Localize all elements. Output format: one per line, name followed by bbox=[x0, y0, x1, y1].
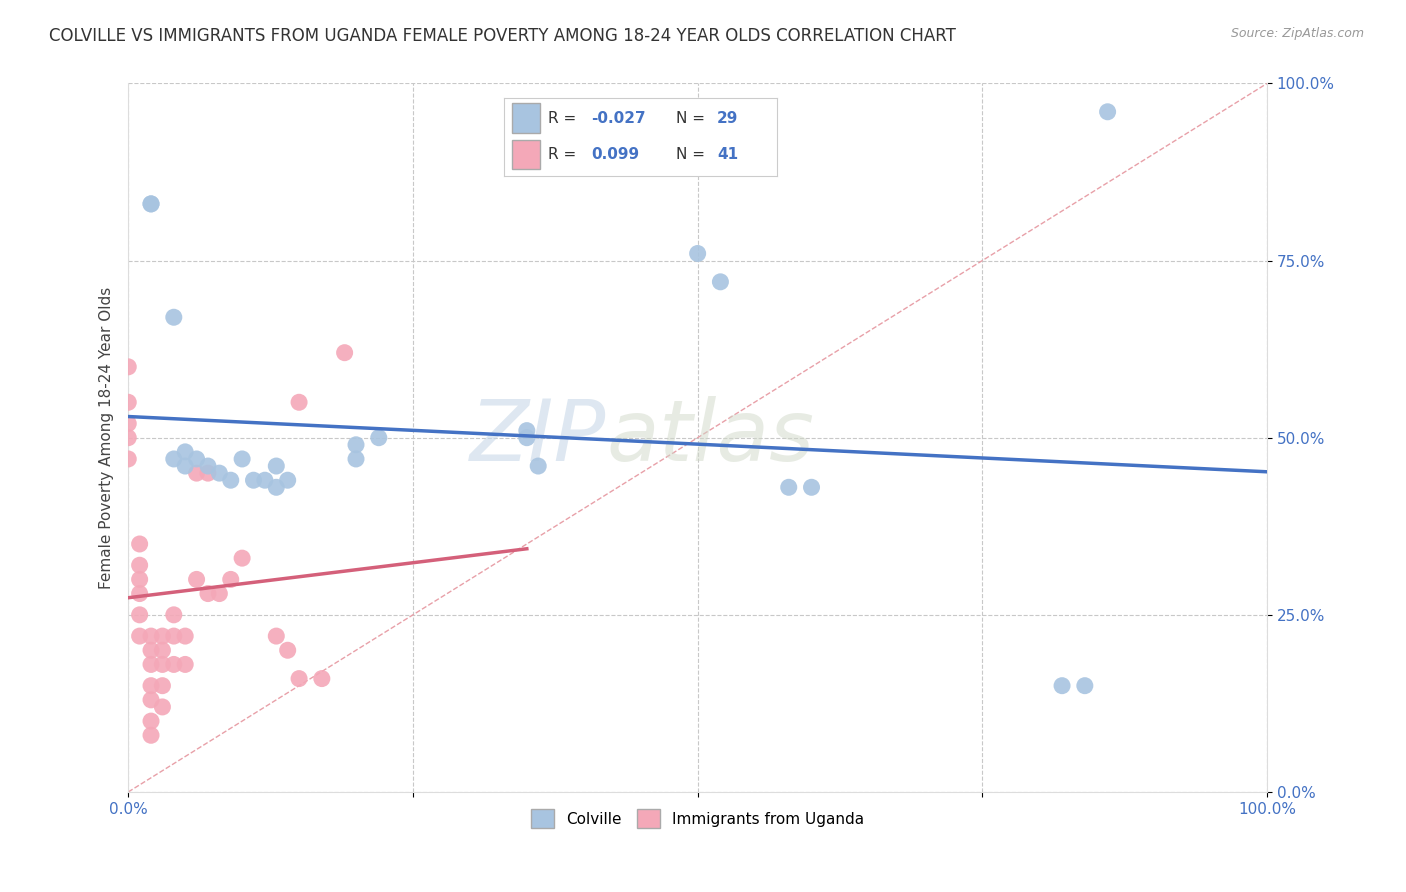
Point bbox=[174, 629, 197, 643]
Point bbox=[266, 458, 288, 473]
Point bbox=[266, 480, 288, 494]
Point bbox=[128, 607, 150, 622]
Point bbox=[333, 345, 356, 359]
Point bbox=[800, 480, 823, 494]
Point bbox=[197, 586, 219, 600]
Point bbox=[686, 246, 709, 260]
Point bbox=[152, 643, 174, 657]
Point bbox=[128, 586, 150, 600]
Point bbox=[139, 197, 162, 211]
Point bbox=[231, 551, 253, 566]
Text: COLVILLE VS IMMIGRANTS FROM UGANDA FEMALE POVERTY AMONG 18-24 YEAR OLDS CORRELAT: COLVILLE VS IMMIGRANTS FROM UGANDA FEMAL… bbox=[49, 27, 956, 45]
Point bbox=[288, 672, 311, 686]
Point bbox=[117, 417, 139, 431]
Point bbox=[242, 473, 264, 487]
Point bbox=[152, 700, 174, 714]
Point bbox=[128, 573, 150, 587]
Point bbox=[174, 445, 197, 459]
Point bbox=[709, 275, 731, 289]
Point bbox=[186, 452, 208, 467]
Point bbox=[128, 537, 150, 551]
Point bbox=[152, 629, 174, 643]
Point bbox=[139, 679, 162, 693]
Point bbox=[197, 458, 219, 473]
Point bbox=[219, 573, 242, 587]
Point bbox=[128, 629, 150, 643]
Point bbox=[117, 359, 139, 374]
Point bbox=[277, 643, 299, 657]
Point bbox=[219, 473, 242, 487]
Point bbox=[152, 657, 174, 672]
Point bbox=[152, 679, 174, 693]
Text: atlas: atlas bbox=[606, 396, 814, 479]
Point bbox=[139, 197, 162, 211]
Point bbox=[266, 629, 288, 643]
Point bbox=[527, 458, 550, 473]
Point bbox=[208, 586, 231, 600]
Point bbox=[253, 473, 276, 487]
Point bbox=[516, 424, 538, 438]
Point bbox=[139, 657, 162, 672]
Point bbox=[139, 629, 162, 643]
Point bbox=[231, 452, 253, 467]
Point bbox=[311, 672, 333, 686]
Point bbox=[367, 431, 389, 445]
Point bbox=[1074, 679, 1097, 693]
Point bbox=[277, 473, 299, 487]
Point bbox=[1050, 679, 1073, 693]
Point bbox=[186, 573, 208, 587]
Text: ZIP: ZIP bbox=[470, 396, 606, 479]
Point bbox=[344, 452, 367, 467]
Point bbox=[139, 693, 162, 707]
Point bbox=[516, 431, 538, 445]
Point bbox=[778, 480, 800, 494]
Y-axis label: Female Poverty Among 18-24 Year Olds: Female Poverty Among 18-24 Year Olds bbox=[100, 286, 114, 589]
Point bbox=[197, 466, 219, 480]
Point bbox=[186, 466, 208, 480]
Point bbox=[139, 728, 162, 742]
Point bbox=[174, 657, 197, 672]
Point bbox=[139, 714, 162, 728]
Point bbox=[1097, 104, 1119, 119]
Point bbox=[163, 657, 186, 672]
Legend: Colville, Immigrants from Uganda: Colville, Immigrants from Uganda bbox=[524, 803, 870, 834]
Point bbox=[174, 458, 197, 473]
Point bbox=[163, 452, 186, 467]
Point bbox=[163, 607, 186, 622]
Point bbox=[117, 452, 139, 467]
Point bbox=[163, 310, 186, 325]
Point bbox=[128, 558, 150, 573]
Text: Source: ZipAtlas.com: Source: ZipAtlas.com bbox=[1230, 27, 1364, 40]
Point bbox=[139, 643, 162, 657]
Point bbox=[288, 395, 311, 409]
Point bbox=[344, 438, 367, 452]
Point bbox=[117, 395, 139, 409]
Point bbox=[208, 466, 231, 480]
Point bbox=[117, 431, 139, 445]
Point bbox=[163, 629, 186, 643]
